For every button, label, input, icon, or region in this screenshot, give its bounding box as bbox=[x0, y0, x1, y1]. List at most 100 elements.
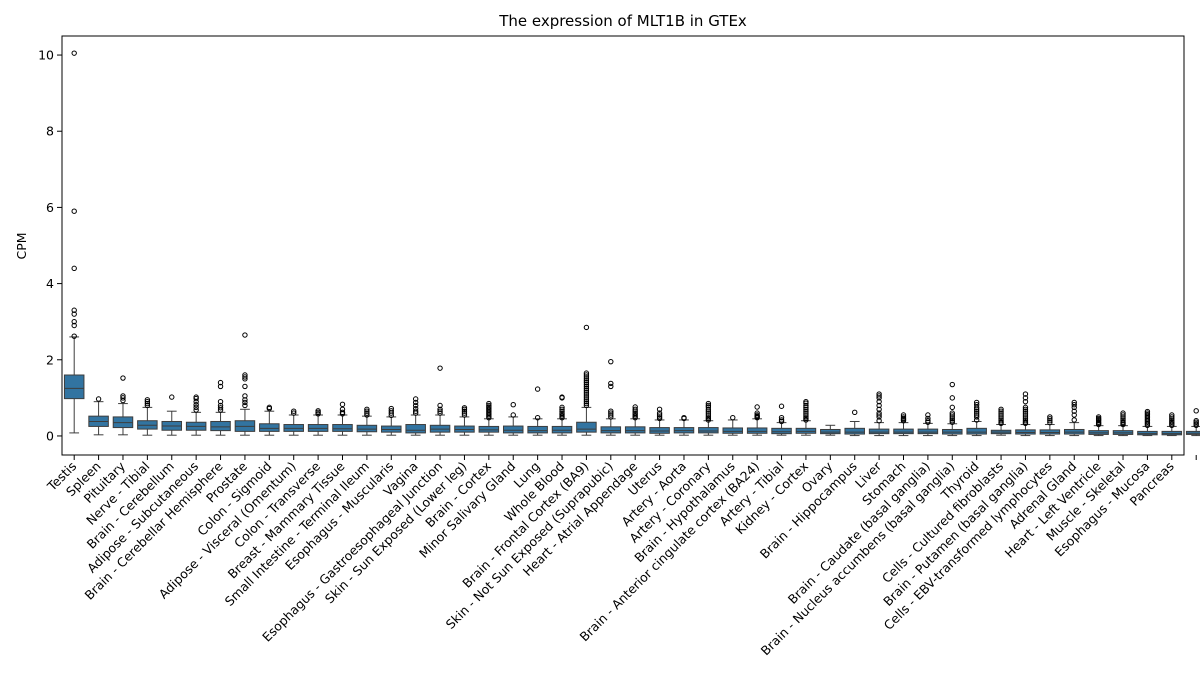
outlier-34-3 bbox=[900, 414, 907, 420]
outlier-30-6 bbox=[803, 406, 809, 412]
box-38 bbox=[990, 406, 1012, 436]
outlier-33-5 bbox=[876, 402, 882, 409]
outlier-21-12 bbox=[583, 379, 590, 386]
outlier-11-1 bbox=[339, 409, 346, 416]
outlier-14-2 bbox=[412, 405, 419, 412]
outlier-33-6 bbox=[876, 398, 882, 405]
outlier-45-3 bbox=[1169, 418, 1175, 424]
outlier-40-2 bbox=[1047, 416, 1053, 422]
outlier-29-1 bbox=[778, 417, 785, 423]
box-35 bbox=[917, 412, 939, 437]
outlier-24-3 bbox=[656, 410, 663, 416]
outlier-39-9 bbox=[1022, 404, 1029, 411]
outlier-2-3 bbox=[120, 375, 126, 381]
outlier-21-15 bbox=[583, 374, 590, 380]
outlier-38-4 bbox=[998, 414, 1004, 420]
outlier-15-3 bbox=[437, 402, 443, 409]
box-body-39 bbox=[1015, 429, 1036, 435]
outlier-37-1 bbox=[973, 414, 980, 420]
outlier-10-2 bbox=[315, 408, 321, 414]
box-body-29 bbox=[771, 427, 792, 435]
box-42 bbox=[1088, 414, 1109, 437]
box-18 bbox=[502, 402, 524, 436]
y-tick-label-1: 2 bbox=[46, 352, 54, 367]
outlier-21-6 bbox=[583, 391, 590, 397]
box-1 bbox=[88, 396, 109, 436]
outlier-33-8 bbox=[876, 393, 882, 399]
box-8 bbox=[259, 404, 280, 436]
box-body-34 bbox=[893, 428, 914, 435]
outlier-38-6 bbox=[998, 410, 1004, 416]
outlier-41-2 bbox=[1071, 408, 1077, 414]
outlier-24-4 bbox=[656, 406, 663, 412]
outlier-37-4 bbox=[973, 408, 980, 414]
y-tick-label-3: 6 bbox=[46, 200, 54, 215]
y-tick-label-5: 10 bbox=[38, 48, 54, 63]
outlier-40-1 bbox=[1047, 418, 1053, 424]
outlier-39-2 bbox=[1022, 418, 1029, 424]
box-body-27 bbox=[722, 427, 744, 434]
outlier-41-0 bbox=[1071, 417, 1077, 423]
outlier-22-2 bbox=[608, 410, 614, 416]
outlier-5-5 bbox=[193, 394, 199, 400]
outlier-39-8 bbox=[1022, 406, 1029, 412]
outlier-45-4 bbox=[1169, 416, 1175, 422]
outlier-6-3 bbox=[217, 398, 224, 405]
outlier-36-2 bbox=[949, 416, 955, 422]
outlier-0-5 bbox=[71, 265, 77, 272]
outlier-20-8 bbox=[559, 394, 565, 400]
outlier-21-9 bbox=[583, 385, 590, 392]
outlier-21-8 bbox=[583, 387, 590, 393]
box-41 bbox=[1063, 399, 1085, 437]
outlier-0-2 bbox=[71, 318, 77, 325]
box-body-0 bbox=[63, 374, 85, 400]
outlier-44-9 bbox=[1144, 408, 1151, 415]
outlier-36-3 bbox=[949, 414, 955, 420]
outlier-2-1 bbox=[120, 395, 126, 401]
outlier-17-9 bbox=[486, 400, 492, 407]
y-tick-label-4: 8 bbox=[46, 124, 54, 139]
box-6 bbox=[210, 379, 231, 436]
outlier-30-3 bbox=[803, 412, 809, 418]
box-4 bbox=[161, 394, 183, 436]
outlier-21-10 bbox=[583, 383, 590, 390]
outlier-0-3 bbox=[71, 311, 77, 317]
outlier-26-3 bbox=[705, 412, 712, 418]
outlier-14-1 bbox=[412, 408, 419, 414]
box-9 bbox=[283, 408, 304, 436]
outlier-38-3 bbox=[998, 416, 1004, 422]
outlier-26-2 bbox=[705, 414, 712, 420]
outlier-0-4 bbox=[71, 307, 77, 313]
outlier-7-6 bbox=[242, 374, 248, 380]
outlier-43-4 bbox=[1120, 416, 1126, 422]
outlier-15-2 bbox=[437, 406, 443, 412]
outlier-33-9 bbox=[876, 391, 882, 397]
box-12 bbox=[356, 406, 378, 436]
outlier-46-4 bbox=[1193, 408, 1199, 414]
outlier-17-8 bbox=[486, 402, 492, 409]
outlier-30-8 bbox=[803, 402, 809, 409]
outlier-3-0 bbox=[144, 402, 151, 409]
outlier-33-0 bbox=[876, 418, 882, 424]
chart-title: The expression of MLT1B in GTEx bbox=[498, 12, 747, 30]
outlier-0-7 bbox=[71, 50, 77, 56]
outlier-11-2 bbox=[339, 406, 346, 412]
outlier-15-1 bbox=[437, 408, 443, 414]
outlier-16-2 bbox=[461, 408, 468, 414]
box-body-19 bbox=[527, 425, 548, 434]
outlier-39-7 bbox=[1022, 408, 1029, 414]
outlier-16-0 bbox=[461, 412, 468, 418]
outlier-20-6 bbox=[559, 404, 565, 411]
outlier-14-3 bbox=[412, 402, 419, 409]
box-43 bbox=[1112, 410, 1134, 437]
outlier-0-0 bbox=[71, 333, 77, 339]
outlier-27-0 bbox=[730, 414, 736, 421]
outlier-15-0 bbox=[437, 410, 443, 416]
outlier-43-5 bbox=[1120, 414, 1126, 420]
box-body-45 bbox=[1161, 430, 1183, 436]
outlier-39-4 bbox=[1022, 414, 1029, 420]
outlier-39-3 bbox=[1022, 416, 1029, 422]
box-30 bbox=[795, 398, 817, 436]
outlier-39-11 bbox=[1022, 395, 1029, 401]
outlier-9-1 bbox=[291, 408, 297, 414]
